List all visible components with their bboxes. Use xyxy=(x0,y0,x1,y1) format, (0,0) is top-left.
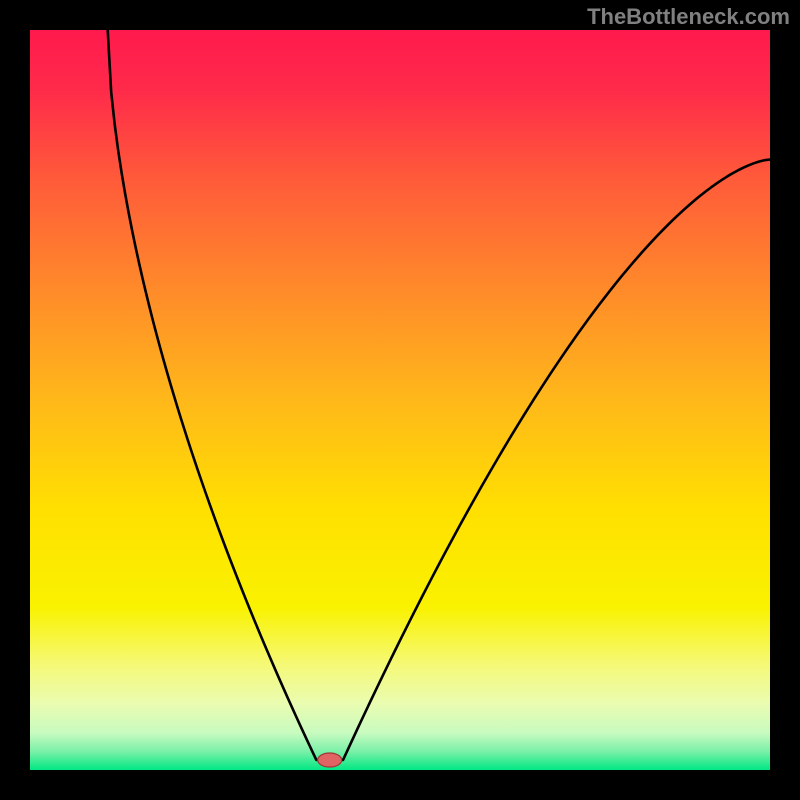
apex-marker xyxy=(318,753,342,767)
chart-container: TheBottleneck.com xyxy=(0,0,800,800)
gradient-background xyxy=(30,30,770,770)
plot-svg xyxy=(0,0,800,800)
watermark-text: TheBottleneck.com xyxy=(587,4,790,30)
